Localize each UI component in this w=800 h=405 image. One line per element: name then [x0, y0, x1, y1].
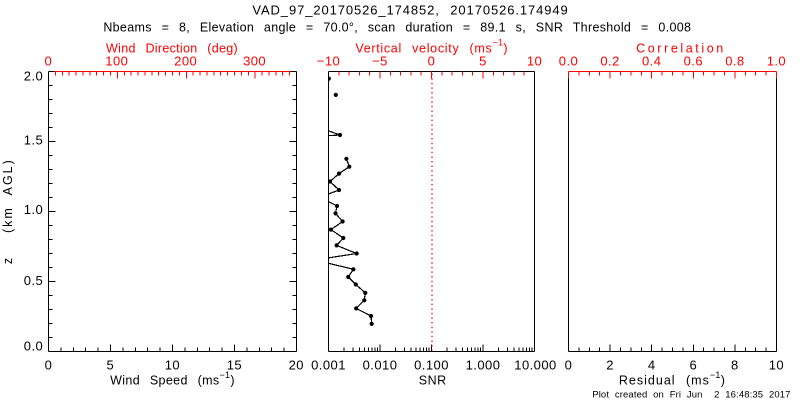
- svg-text:10.000: 10.000: [514, 357, 556, 372]
- svg-text:1.000: 1.000: [466, 357, 501, 372]
- svg-text:0: 0: [45, 357, 53, 372]
- svg-text:1.5: 1.5: [24, 133, 43, 148]
- svg-text:10: 10: [165, 357, 180, 372]
- svg-text:4: 4: [648, 357, 656, 372]
- svg-text:2: 2: [606, 357, 614, 372]
- svg-text:5: 5: [107, 357, 115, 372]
- svg-text:200: 200: [174, 54, 197, 69]
- svg-text:0: 0: [565, 357, 573, 372]
- svg-text:0.0: 0.0: [24, 339, 43, 354]
- svg-text:0.010: 0.010: [363, 357, 398, 372]
- svg-text:Correlation: Correlation: [636, 42, 726, 56]
- svg-text:0: 0: [428, 54, 436, 69]
- svg-text:0.2: 0.2: [600, 54, 619, 69]
- svg-text:5: 5: [479, 54, 487, 69]
- svg-text:Wind Speed (ms−1): Wind Speed (ms−1): [110, 370, 235, 388]
- svg-text:0.4: 0.4: [642, 54, 661, 69]
- svg-text:100: 100: [105, 54, 128, 69]
- svg-text:z (km AGL): z (km AGL): [1, 158, 15, 264]
- svg-text:10: 10: [769, 357, 784, 372]
- svg-text:−5: −5: [372, 54, 388, 69]
- svg-text:2.0: 2.0: [24, 68, 43, 83]
- svg-text:VAD_97_20170526_174852, 201705: VAD_97_20170526_174852, 20170526.174949: [252, 3, 568, 18]
- svg-text:0.6: 0.6: [684, 54, 703, 69]
- svg-text:300: 300: [243, 54, 266, 69]
- svg-text:Nbeams = 8, Elevation angle =: Nbeams = 8, Elevation angle = 70.0°, sca…: [103, 21, 691, 35]
- svg-text:0.100: 0.100: [414, 357, 449, 372]
- svg-text:0.0: 0.0: [559, 54, 578, 69]
- svg-text:0.8: 0.8: [725, 54, 744, 69]
- svg-text:Plot created on Fri Jun 2 16:: Plot created on Fri Jun 2 16:48:35 2017: [592, 389, 790, 400]
- svg-text:0.5: 0.5: [24, 273, 43, 288]
- svg-text:6: 6: [689, 357, 697, 372]
- svg-text:−10: −10: [317, 54, 340, 69]
- svg-text:20: 20: [289, 357, 304, 372]
- svg-text:1.0: 1.0: [24, 202, 43, 217]
- svg-text:Wind Direction (deg): Wind Direction (deg): [106, 42, 238, 56]
- svg-text:0.001: 0.001: [311, 357, 346, 372]
- svg-text:Vertical velocity (ms−1): Vertical velocity (ms−1): [355, 38, 508, 56]
- svg-text:0: 0: [45, 54, 53, 69]
- svg-text:10: 10: [527, 54, 542, 69]
- svg-text:SNR: SNR: [419, 374, 447, 388]
- svg-text:8: 8: [731, 357, 739, 372]
- svg-text:15: 15: [227, 357, 242, 372]
- svg-text:Residual (ms−1): Residual (ms−1): [619, 370, 726, 388]
- svg-text:1.0: 1.0: [767, 54, 786, 69]
